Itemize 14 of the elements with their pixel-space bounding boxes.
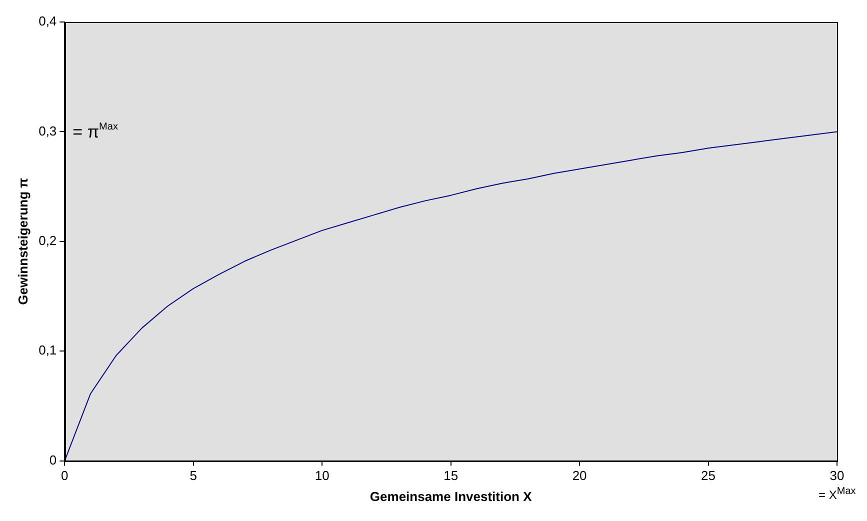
y-tick-label: 0,2: [38, 232, 57, 248]
x-tick-label: 15: [444, 468, 458, 484]
x-tick-label: 10: [314, 468, 330, 484]
y-tick-label: 0: [49, 452, 57, 468]
y-tick-label: 0,4: [38, 14, 57, 29]
x-tick-label: 25: [701, 468, 716, 484]
x-axis-title: Gemeinsame Investition X: [370, 488, 532, 504]
y-tick-label: 0,1: [38, 342, 57, 358]
y-axis-title: Gewinnsteigerung π: [15, 178, 30, 305]
x-tick-label: 0: [61, 468, 68, 484]
x-tick-label: 5: [190, 468, 198, 484]
x-tick-label: 20: [572, 468, 587, 484]
y-tick-label: 0,3: [38, 123, 57, 138]
x-tick-label: 30: [830, 468, 844, 484]
